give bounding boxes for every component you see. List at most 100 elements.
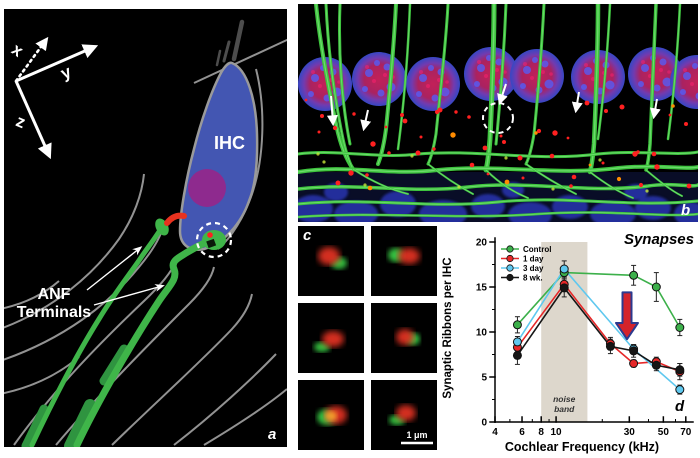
data-point-8-wk-: [605, 341, 615, 351]
nucleus-speckle: [311, 74, 319, 82]
panel-b-letter: b: [681, 202, 690, 219]
red-punctum: [651, 151, 657, 157]
red-punctum: [450, 132, 456, 138]
red-punctum: [400, 113, 404, 117]
nerve-fiber-highlight: [298, 212, 698, 218]
y-tick-label: 15: [476, 283, 488, 294]
nerve-fiber-highlight: [597, 4, 611, 140]
nerve-fiber-highlight: [485, 169, 529, 199]
red-punctum: [684, 122, 688, 126]
red-punctum: [304, 98, 308, 102]
yellow-punctum: [645, 189, 649, 193]
synaptic-puncta: [304, 98, 692, 193]
yellow-punctum: [551, 187, 555, 191]
ribbon-red-blob: [322, 331, 344, 347]
nerve-fiber-highlight: [325, 4, 353, 168]
panel-b-micrograph: b: [298, 4, 698, 222]
nucleus-speckle: [653, 84, 661, 92]
nerve-fiber-highlight: [397, 4, 411, 150]
red-punctum: [521, 176, 525, 180]
legend-marker: [506, 273, 514, 282]
z-axis-arrow: [14, 80, 52, 160]
nerve-fiber-highlight: [339, 4, 351, 145]
red-punctum: [434, 109, 440, 115]
nucleus-speckle: [365, 69, 373, 77]
red-punctum: [482, 145, 488, 151]
red-punctum: [384, 125, 388, 129]
nucleus-speckle: [695, 92, 698, 100]
panel-d-letter: d: [675, 398, 685, 415]
red-punctum: [370, 141, 376, 147]
y-tick-label: 5: [481, 373, 487, 384]
y-tick-label: 20: [476, 238, 488, 249]
red-punctum: [402, 118, 408, 124]
green-fibers: [298, 4, 698, 219]
nucleus-speckle: [690, 82, 694, 86]
nerve-fiber-highlight: [645, 169, 683, 197]
nucleus-speckle: [486, 55, 492, 61]
data-point-Control: [651, 282, 661, 292]
x-tick-label: 8: [538, 427, 544, 438]
red-punctum: [638, 182, 644, 188]
yellow-punctum: [457, 185, 461, 189]
dashed-highlight-circle-b: [482, 102, 514, 134]
panel-c-letter: c: [303, 227, 312, 244]
dashed-highlight-circle: [195, 221, 233, 259]
nucleus-speckle: [426, 84, 430, 88]
red-punctum: [536, 128, 542, 134]
nucleus-speckle: [544, 79, 554, 89]
ribbon-tile: [371, 226, 437, 296]
nucleus-speckle: [318, 84, 322, 88]
chart-title: Synapses: [623, 231, 694, 248]
data-point-8-wk-: [675, 365, 685, 375]
nerve-fiber-highlight: [298, 151, 698, 158]
red-punctum: [504, 179, 510, 185]
ribbon-tile: [298, 303, 364, 373]
nucleus-speckle: [445, 80, 449, 84]
nucleus-speckle: [377, 89, 385, 97]
nucleus-speckle: [662, 77, 672, 87]
red-punctum: [671, 104, 675, 108]
red-punctum: [454, 110, 458, 114]
red-punctum: [552, 130, 558, 136]
nucleus-speckle: [474, 81, 480, 87]
nerve-fiber-highlight: [315, 4, 354, 170]
nucleus-speckle: [541, 60, 549, 68]
yellow-punctum: [316, 152, 320, 156]
ihc-nucleus-b: [510, 49, 564, 103]
nucleus-speckle: [641, 60, 645, 64]
red-punctum: [415, 150, 421, 156]
nerve-fiber-highlight: [427, 163, 474, 195]
nucleus-speckle: [638, 81, 644, 87]
nucleus-speckle: [641, 64, 649, 72]
nucleus-speckle: [591, 77, 595, 81]
ihc-nucleus-b: [406, 57, 460, 111]
nucleus-speckle: [683, 72, 691, 80]
anf-annotation-line1: ANF: [38, 286, 71, 303]
nucleus-speckle: [680, 89, 686, 95]
nucleus-speckle: [311, 70, 315, 74]
x-tick-label: 4: [492, 427, 498, 438]
basal-nucleus: [471, 194, 505, 218]
ribbon-dot: [207, 232, 213, 238]
red-punctum: [387, 151, 391, 155]
red-punctum: [668, 113, 672, 117]
nucleus-speckle: [605, 80, 615, 90]
nucleus-speckle: [584, 67, 592, 75]
nucleus-speckle: [659, 68, 663, 72]
ribbon-red-blob: [396, 405, 416, 421]
anf-annotation-line2: Terminals: [17, 304, 92, 321]
basal-nucleus: [674, 202, 698, 222]
red-punctum: [367, 185, 373, 191]
red-punctum: [320, 114, 324, 118]
nucleus-speckle: [523, 62, 527, 66]
ihc-nucleus-b: [670, 55, 698, 109]
red-punctum: [335, 180, 341, 186]
red-punctum: [571, 174, 577, 180]
puncta-arrows: [326, 83, 661, 132]
basal-nucleus: [590, 201, 636, 222]
basal-nucleus: [508, 202, 552, 222]
yellow-punctum: [322, 160, 326, 164]
ribbon-tile: [371, 303, 437, 373]
nucleus-speckle: [431, 94, 439, 102]
